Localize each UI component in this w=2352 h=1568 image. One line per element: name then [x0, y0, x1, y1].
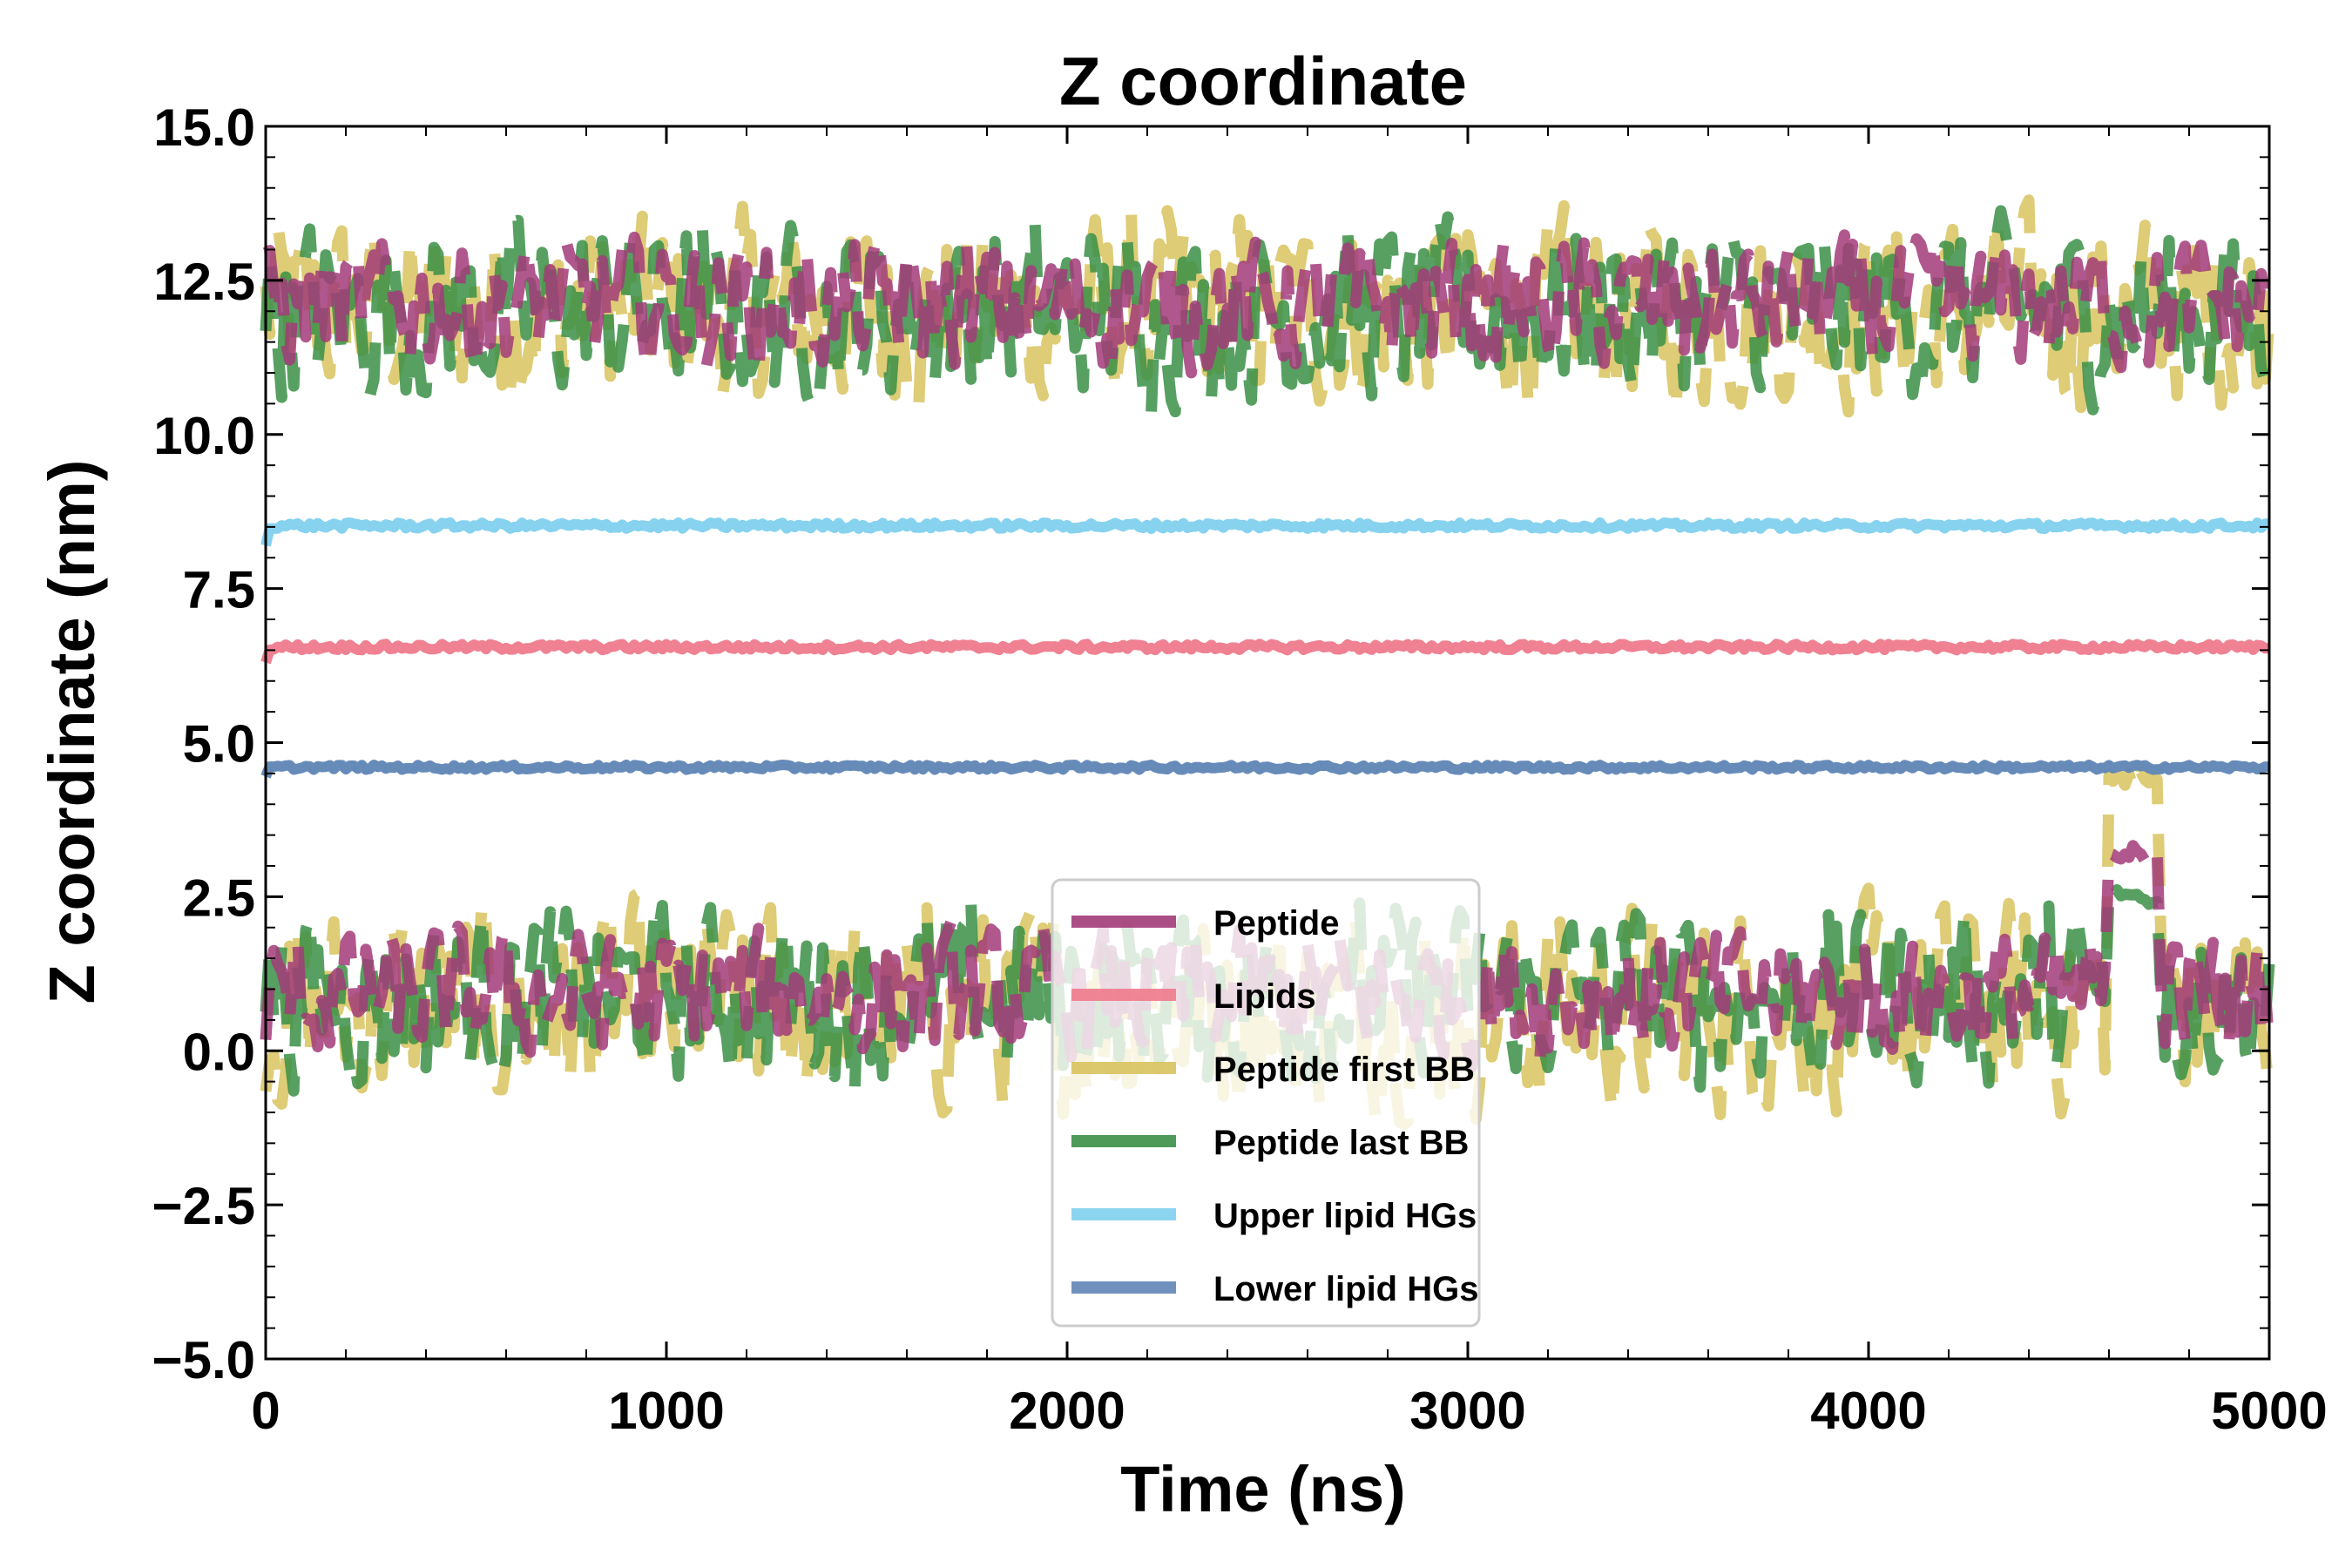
legend-label: Upper lipid HGs	[1213, 1197, 1477, 1235]
x-tick-label: 5000	[2211, 1382, 2327, 1440]
series-upper-lipid-hgs	[260, 517, 2271, 547]
x-axis-label: Time (ns)	[1120, 1453, 1406, 1525]
series-line-upper-lipid-hgs	[260, 517, 2271, 547]
series-lower-lipid-hgs	[260, 760, 2271, 779]
legend-label: Peptide	[1213, 904, 1339, 943]
y-tick-label: 2.5	[183, 868, 255, 927]
legend-item-peptide: Peptide	[1071, 904, 1339, 943]
axes: 0 1000 2000 3000 4000 5000 −5.0 −2.5 0.0 2.5 5.0 7.…	[152, 98, 2328, 1440]
y-tick-label: 10.0	[153, 407, 255, 465]
y-tick-label: −5.0	[152, 1331, 255, 1389]
legend-item-peptide-last-bb: Peptide last BB	[1071, 1124, 1469, 1162]
legend-item-lipids: Lipids	[1071, 977, 1316, 1016]
legend-item-upper-lipid-hgs: Upper lipid HGs	[1071, 1197, 1477, 1235]
legend-label: Peptide first BB	[1213, 1051, 1475, 1089]
x-tick-label: 4000	[1810, 1382, 1926, 1440]
y-tick-label: 12.5	[153, 253, 255, 311]
legend: Peptide Lipids Peptide first BB Peptide las…	[1051, 878, 1481, 1328]
y-tick-label: 0.0	[183, 1023, 255, 1081]
series-lipids	[260, 639, 2271, 665]
legend-label: Lower lipid HGs	[1213, 1270, 1478, 1308]
y-tick-label: 5.0	[183, 715, 255, 774]
series-line-peptide-band-1	[262, 229, 2275, 380]
y-tick-label: 7.5	[183, 561, 255, 619]
y-tick-label: −2.5	[152, 1177, 255, 1235]
chart-title: Z coordinate	[1059, 43, 1467, 119]
y-axis-label: Z coordinate (nm)	[36, 460, 108, 1004]
series-line-lipids	[260, 639, 2271, 665]
y-tick-label: 15.0	[153, 98, 255, 157]
legend-label: Peptide last BB	[1213, 1124, 1469, 1162]
x-tick-label: 0	[251, 1382, 280, 1440]
series-line-lower-lipid-hgs	[260, 760, 2271, 779]
x-tick-label: 2000	[1009, 1382, 1125, 1440]
legend-item-lower-lipid-hgs: Lower lipid HGs	[1071, 1270, 1478, 1308]
legend-label: Lipids	[1213, 977, 1316, 1016]
legend-item-peptide-first-bb: Peptide first BB	[1071, 1051, 1475, 1089]
x-tick-label: 1000	[608, 1382, 724, 1440]
legend-box	[1051, 878, 1481, 1328]
x-tick-label: 3000	[1409, 1382, 1525, 1440]
